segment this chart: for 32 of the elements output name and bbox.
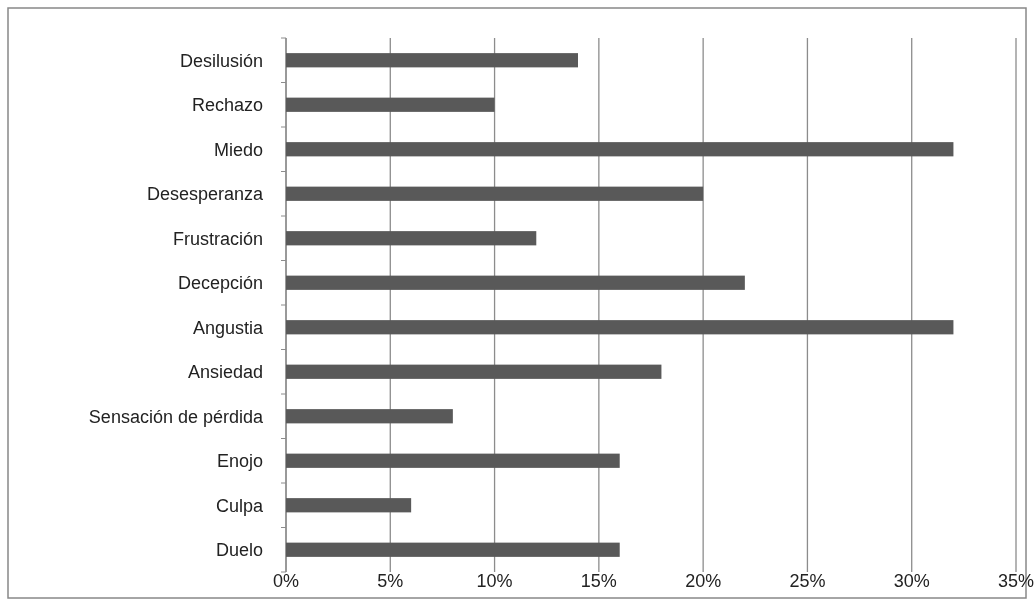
bar	[286, 142, 954, 157]
bar	[286, 542, 620, 557]
y-tick-label: Duelo	[215, 540, 263, 561]
bar	[286, 364, 662, 379]
y-tick-label: Angustia	[192, 317, 264, 338]
x-tick-label: 5%	[377, 571, 404, 591]
bar	[286, 231, 537, 246]
y-tick-label: Miedo	[213, 139, 263, 160]
y-tick-label: Desesperanza	[146, 184, 264, 205]
bar	[286, 275, 745, 290]
y-tick-label: Rechazo	[191, 95, 263, 116]
bar	[286, 97, 495, 112]
x-tick-label: 10%	[476, 571, 513, 591]
x-tick-label: 35%	[997, 571, 1034, 591]
y-tick-label: Culpa	[215, 495, 264, 516]
y-tick-label: Sensación de pérdida	[88, 406, 264, 427]
y-tick-label: Ansiedad	[187, 362, 263, 383]
x-tick-label: 20%	[685, 571, 722, 591]
y-tick-label: Desilusión	[179, 50, 263, 71]
x-tick-label: 0%	[272, 571, 300, 591]
bar	[286, 320, 954, 335]
bar	[286, 53, 578, 68]
x-tick-label: 30%	[893, 571, 930, 591]
x-tick-label: 25%	[789, 571, 826, 591]
y-tick-label: Decepción	[177, 273, 263, 294]
bar	[286, 453, 620, 468]
bar	[286, 186, 704, 201]
x-tick-label: 15%	[580, 571, 617, 591]
y-tick-label: Enojo	[216, 451, 263, 472]
y-tick-label: Frustración	[172, 228, 263, 249]
bar	[286, 409, 453, 424]
bar	[286, 498, 412, 513]
